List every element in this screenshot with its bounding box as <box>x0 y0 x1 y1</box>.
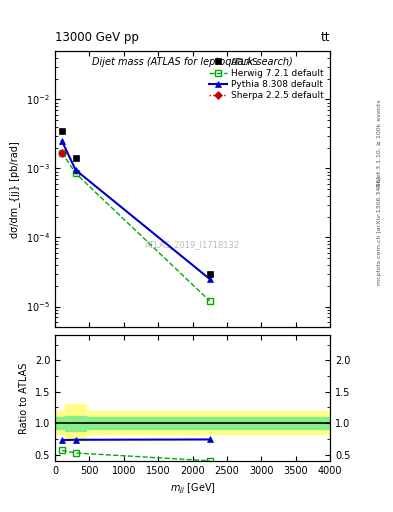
Text: Dijet mass (ATLAS for leptoquark search): Dijet mass (ATLAS for leptoquark search) <box>92 57 293 67</box>
Text: tt: tt <box>321 31 330 44</box>
Text: Rivet 3.1.10, ≥ 100k events: Rivet 3.1.10, ≥ 100k events <box>377 99 382 187</box>
Y-axis label: Ratio to ATLAS: Ratio to ATLAS <box>19 362 29 434</box>
Pythia 8.308 default <box>208 276 212 282</box>
ATLAS <box>208 270 212 276</box>
Herwig 7.2.1 default <box>73 170 78 177</box>
Line: Herwig 7.2.1 default: Herwig 7.2.1 default <box>59 150 213 304</box>
Legend: ATLAS, Herwig 7.2.1 default, Pythia 8.308 default, Sherpa 2.2.5 default: ATLAS, Herwig 7.2.1 default, Pythia 8.30… <box>208 56 326 102</box>
X-axis label: $m_{jj}$ [GeV]: $m_{jj}$ [GeV] <box>170 481 215 496</box>
Text: mcplots.cern.ch [arXiv:1306.3436]: mcplots.cern.ch [arXiv:1306.3436] <box>377 176 382 285</box>
Text: 13000 GeV pp: 13000 GeV pp <box>55 31 139 44</box>
Pythia 8.308 default <box>73 167 78 173</box>
Text: ATLAS_2019_I1718132: ATLAS_2019_I1718132 <box>145 240 240 249</box>
Y-axis label: dσ/dm_{jj} [pb/rad]: dσ/dm_{jj} [pb/rad] <box>9 141 20 238</box>
Herwig 7.2.1 default <box>60 150 64 156</box>
Line: ATLAS: ATLAS <box>59 128 213 276</box>
ATLAS <box>60 128 64 134</box>
Herwig 7.2.1 default <box>208 298 212 304</box>
Pythia 8.308 default <box>60 138 64 144</box>
Line: Pythia 8.308 default: Pythia 8.308 default <box>59 138 213 282</box>
ATLAS <box>73 155 78 161</box>
